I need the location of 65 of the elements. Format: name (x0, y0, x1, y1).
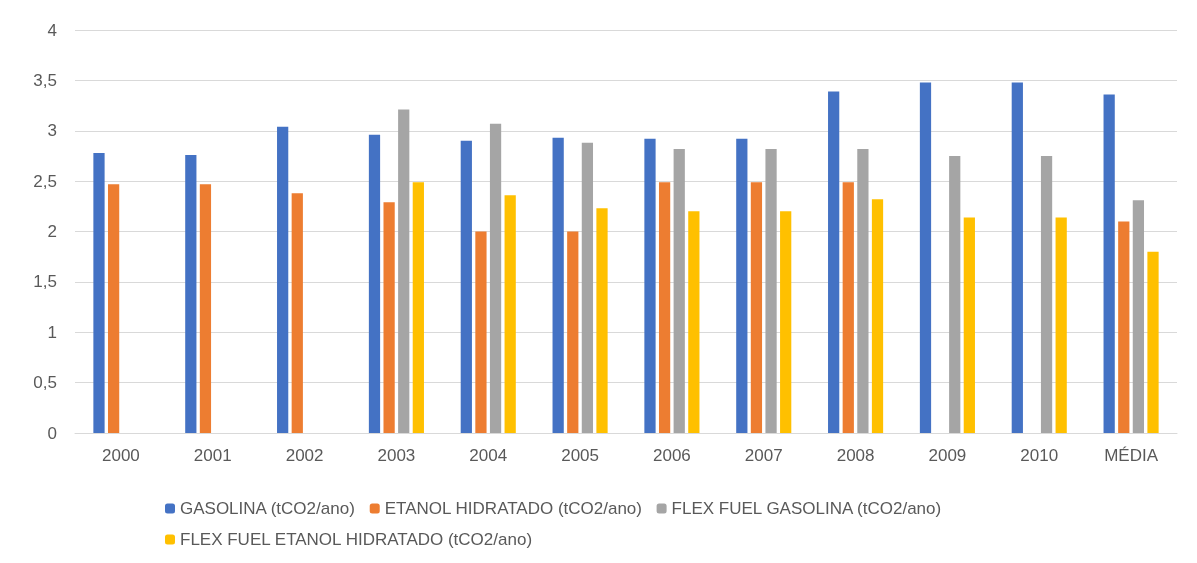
bar (567, 231, 579, 433)
x-tick-label: 2010 (1020, 446, 1059, 465)
bar (489, 123, 502, 433)
bar (736, 138, 748, 433)
bar (398, 109, 410, 433)
x-tick-label: MÉDIA (1104, 446, 1159, 465)
x-tick-label: 2007 (744, 446, 783, 465)
bar (291, 193, 303, 433)
x-tick-label: 2001 (193, 446, 232, 465)
x-tick-label: 2008 (836, 446, 875, 465)
x-tick-label: 2002 (285, 446, 324, 465)
bar (842, 182, 854, 433)
x-tick-label: 2000 (102, 446, 140, 465)
y-tick-label: 2,5 (33, 171, 57, 191)
bar (871, 199, 884, 433)
bar (780, 211, 792, 433)
y-tick-label: 0,5 (33, 373, 57, 393)
x-tick-label: 2003 (377, 446, 416, 465)
x-tick-label: 2006 (653, 446, 691, 465)
bar (412, 182, 424, 433)
bar (644, 138, 656, 433)
bar (1103, 94, 1115, 433)
bar (93, 152, 105, 433)
bar (750, 182, 763, 433)
bar (963, 217, 975, 433)
x-tick-label: 2009 (928, 446, 967, 465)
bar (383, 202, 395, 433)
legend-label: FLEX FUEL GASOLINA (tCO2/ano) (671, 499, 942, 518)
bar (504, 195, 516, 433)
legend-label: FLEX FUEL ETANOL HIDRATADO (tCO2/ano) (180, 530, 533, 549)
bar (673, 148, 685, 433)
bar (581, 142, 594, 433)
bar (857, 148, 869, 433)
x-tick-label: 2004 (469, 446, 508, 465)
y-tick-label: 3,5 (33, 70, 57, 90)
bar (1132, 200, 1145, 433)
y-tick-label: 0 (47, 423, 57, 443)
bar (688, 211, 700, 433)
bar (460, 140, 472, 433)
bar (1055, 217, 1067, 433)
bar (552, 137, 564, 433)
y-tick-label: 2 (47, 222, 57, 241)
y-tick-label: 1 (47, 322, 57, 342)
bar (1147, 251, 1159, 433)
bar (949, 155, 961, 433)
bar (199, 184, 212, 433)
y-tick-label: 3 (47, 121, 57, 141)
y-tick-label: 4 (47, 20, 57, 40)
bar (658, 182, 671, 433)
bar (765, 148, 777, 433)
bar (1040, 155, 1053, 433)
bar (277, 126, 289, 433)
bar (368, 134, 381, 433)
y-tick-label: 1,5 (33, 272, 57, 292)
x-tick-label: 2005 (561, 446, 599, 465)
bar (919, 82, 932, 433)
bar (475, 231, 487, 433)
bar (596, 208, 608, 433)
bar (107, 184, 120, 433)
legend-label: ETANOL HIDRATADO (tCO2/ano) (384, 499, 642, 518)
bar (185, 154, 197, 433)
bar (828, 91, 840, 433)
legend-label: GASOLINA (tCO2/ano) (180, 499, 355, 518)
bar (1011, 82, 1023, 433)
bar (1118, 221, 1130, 433)
